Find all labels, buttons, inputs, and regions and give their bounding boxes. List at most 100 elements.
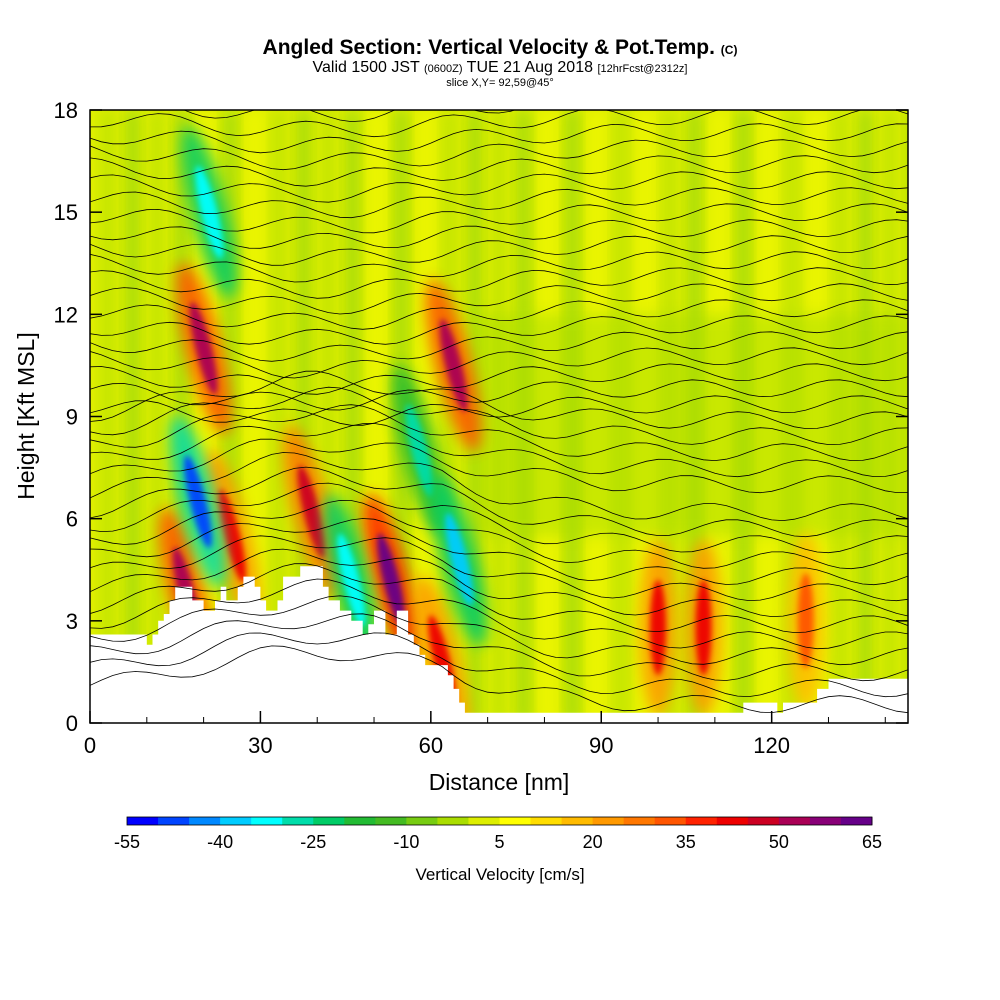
updraft-peak xyxy=(695,579,712,676)
isentrope xyxy=(90,219,908,249)
isentrope xyxy=(90,299,908,330)
colorbar-title: Vertical Velocity [cm/s] xyxy=(415,865,584,884)
valid-zulu: (0600Z) xyxy=(423,63,463,75)
isentrope xyxy=(183,110,516,123)
colorbar-swatch xyxy=(437,817,469,825)
colorbar-swatch xyxy=(778,817,811,825)
updraft-peak xyxy=(218,489,246,582)
isentrope xyxy=(90,315,908,345)
updraft-peak xyxy=(797,573,814,669)
colorbar-swatch xyxy=(468,817,500,825)
isentrope xyxy=(90,548,908,618)
colorbar-swatch xyxy=(251,817,283,825)
colorbar-tick-label: 65 xyxy=(862,832,882,852)
isentrope xyxy=(90,347,908,379)
isentrope xyxy=(90,535,908,602)
isentrope xyxy=(90,203,908,234)
updraft-peak xyxy=(650,579,667,676)
isentrope xyxy=(90,395,908,426)
theta-contours xyxy=(90,110,908,714)
colorbar-swatch xyxy=(158,817,190,825)
downdraft-peak xyxy=(445,513,474,606)
isentrope xyxy=(90,379,908,411)
colorbar-tick-label: 35 xyxy=(676,832,696,852)
colorbar-tick-label: 50 xyxy=(769,832,789,852)
colorbar-swatch xyxy=(716,817,749,825)
colorbar-swatch xyxy=(530,817,563,825)
colorbar-tick-label: 5 xyxy=(494,832,504,852)
isentrope xyxy=(90,518,908,586)
slice-info: slice X,Y= 92,59@45° xyxy=(446,77,554,89)
field-band xyxy=(272,110,286,723)
title-main: Angled Section: Vertical Velocity & Pot.… xyxy=(262,36,715,59)
colorbar-tick-label: -25 xyxy=(300,832,326,852)
colorbar-swatch xyxy=(344,817,376,825)
colorbar-swatch xyxy=(375,817,407,825)
x-axis: 0 30 60 90 120 xyxy=(84,711,886,758)
colorbar-swatch xyxy=(809,817,842,825)
isentrope xyxy=(90,563,908,634)
colorbar-swatch xyxy=(747,817,780,825)
colorbar-frame xyxy=(126,816,873,826)
updraft-peak xyxy=(377,533,405,627)
colorbar-swatch xyxy=(127,817,159,825)
isentrope xyxy=(90,370,908,430)
valid-date: TUE 21 Aug 2018 xyxy=(466,59,593,76)
colorbar-swatch xyxy=(561,817,594,825)
colorbar-tick-label: 20 xyxy=(583,832,603,852)
colorbar-swatch xyxy=(406,817,438,825)
updraft-peak xyxy=(439,319,468,412)
isentrope xyxy=(90,110,908,138)
field-band xyxy=(125,110,140,723)
isentrope xyxy=(90,251,908,283)
colorbar-swatch xyxy=(189,817,221,825)
field-layer xyxy=(476,314,908,536)
x-tick-label: 0 xyxy=(84,733,96,758)
isentrope xyxy=(90,482,908,554)
colorbar-swatch xyxy=(623,817,656,825)
y-tick-label: 12 xyxy=(54,302,78,327)
chart-subtitle: Valid 1500 JST (0600Z) TUE 21 Aug 2018 [… xyxy=(0,59,1000,77)
y-tick-label: 0 xyxy=(66,711,78,736)
isentrope xyxy=(90,452,908,522)
field-band xyxy=(101,110,115,723)
y-tick-label: 18 xyxy=(54,98,78,123)
isentrope xyxy=(90,283,908,315)
colorbar-swatch xyxy=(220,817,252,825)
isentrope xyxy=(90,171,908,203)
y-tick-label: 15 xyxy=(54,200,78,225)
y-tick-label: 6 xyxy=(66,507,78,532)
chart-title: Angled Section: Vertical Velocity & Pot.… xyxy=(0,36,1000,60)
isentrope xyxy=(90,386,908,446)
colorbar-swatch xyxy=(282,817,314,825)
updraft-peak xyxy=(189,302,218,395)
terrain-mask xyxy=(90,566,908,723)
isentrope xyxy=(90,139,908,171)
downdraft-peak xyxy=(337,533,366,627)
isentrope xyxy=(90,632,908,698)
downdraft-peak xyxy=(405,404,434,497)
isentrope xyxy=(90,235,908,266)
x-tick-label: 60 xyxy=(419,733,443,758)
x-tick-label: 90 xyxy=(589,733,613,758)
x-tick-label: 120 xyxy=(753,733,790,758)
colorbar-swatch xyxy=(499,817,532,825)
colorbar-tick-label: -10 xyxy=(393,832,419,852)
isentrope xyxy=(90,422,908,478)
downdraft-peak xyxy=(184,455,212,548)
colorbar-tick-label: -55 xyxy=(114,832,140,852)
forecast-info: [12hrFcst@2312z] xyxy=(597,63,688,75)
isentrope xyxy=(90,613,908,682)
downdraft-peak xyxy=(195,165,224,259)
isentrope xyxy=(90,155,908,187)
isentrope xyxy=(90,187,908,219)
colorbar-swatch xyxy=(313,817,345,825)
colorbar-swatch xyxy=(592,817,625,825)
isentrope xyxy=(90,578,908,650)
colorbar: -55 -40 -25 -10 5 20 35 50 65 xyxy=(114,816,882,852)
isentrope xyxy=(90,438,908,494)
y-tick-label: 9 xyxy=(66,405,78,430)
isentrope xyxy=(90,363,908,395)
updraft-peak xyxy=(297,465,326,559)
